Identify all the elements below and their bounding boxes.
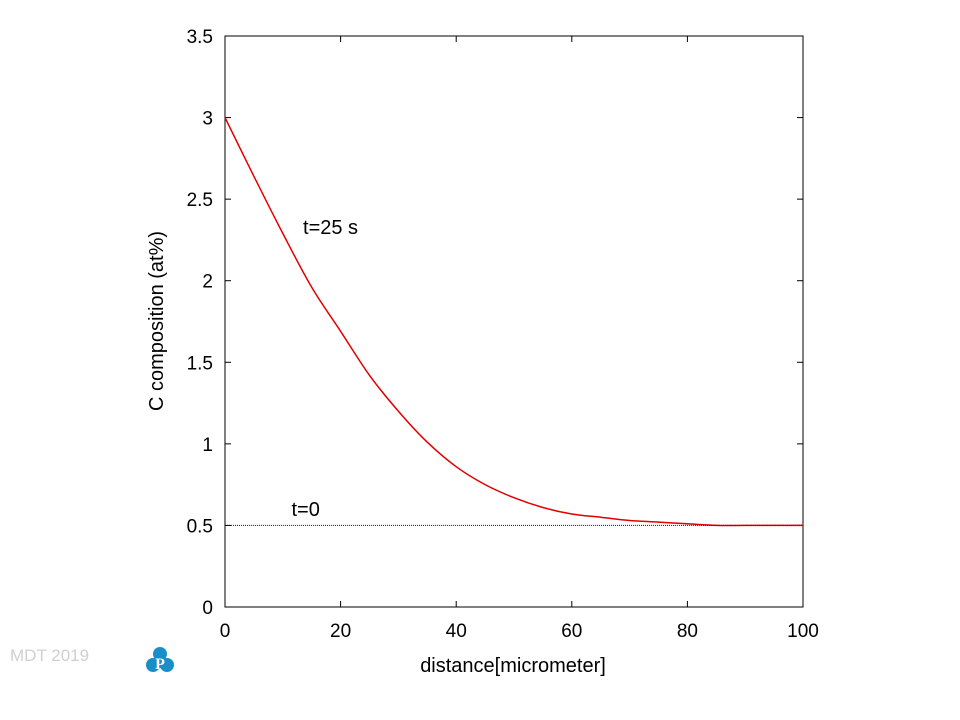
x-tick-label: 40 [446,621,467,642]
logo-letter: P [155,656,165,673]
y-tick-label: 0.5 [187,516,213,537]
x-tick-label: 20 [330,621,351,642]
x-axis-label: distance[micrometer] [420,655,606,677]
y-tick-label: 1.5 [187,353,213,374]
y-tick-label: 2.5 [187,190,213,211]
x-tick-label: 0 [220,621,231,642]
x-tick-label: 100 [787,621,819,642]
x-tick-label: 60 [561,621,582,642]
y-tick-label: 0 [202,598,213,619]
y-tick-label: 2 [202,272,213,293]
footer-text: MDT 2019 [10,646,90,665]
y-tick-label: 1 [202,435,213,456]
y-tick-label: 3 [202,109,213,130]
y-tick-label: 3.5 [187,27,213,48]
series-line-0 [224,117,803,527]
y-axis-label: C composition (at%) [146,231,168,411]
logo-icon: P [146,647,174,673]
annotation-t0: t=0 [291,499,319,521]
annotation-t25: t=25 s [303,217,358,239]
plot-frame [224,35,804,608]
x-tick-label: 80 [677,621,698,642]
